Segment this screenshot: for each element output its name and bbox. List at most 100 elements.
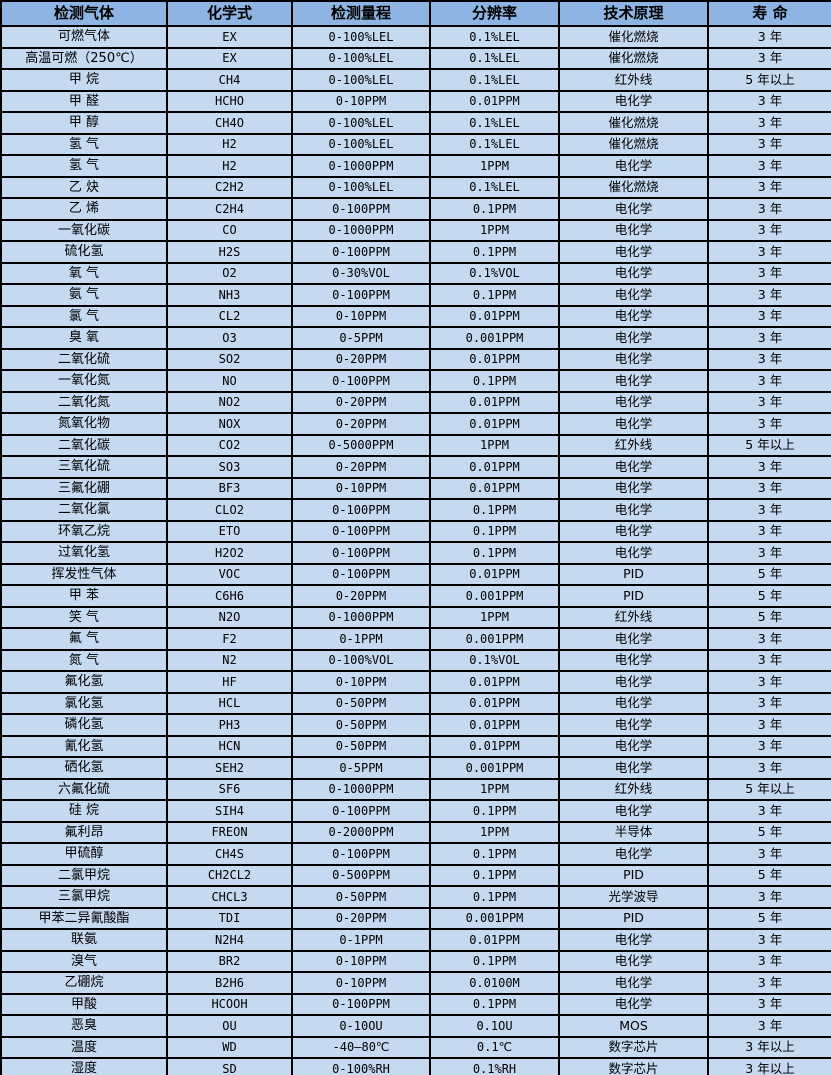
cell-range: 0-500PPM xyxy=(291,863,430,886)
table-row: 二氧化氮 NO2 0-20PPM 0.01PPM 电化学 3 年 xyxy=(0,390,831,413)
cell-resolution: 0.1PPM xyxy=(429,240,559,263)
cell-formula: BF3 xyxy=(166,476,292,499)
cell-gas: 过氧化氢 xyxy=(0,541,167,564)
header-formula: 化学式 xyxy=(166,0,292,26)
cell-resolution: 0.01PPM xyxy=(429,455,559,478)
cell-range: 0-100PPM xyxy=(291,799,430,822)
cell-lifespan: 5 年以上 xyxy=(707,777,831,800)
cell-range: 0-20PPM xyxy=(291,390,430,413)
cell-principle: 电化学 xyxy=(558,734,708,757)
cell-range: 0-20PPM xyxy=(291,455,430,478)
cell-formula: OU xyxy=(166,1014,292,1037)
table-row: 氟利昂 FREON 0-2000PPM 1PPM 半导体 5 年 xyxy=(0,820,831,843)
cell-principle: 电化学 xyxy=(558,304,708,327)
cell-principle: 电化学 xyxy=(558,390,708,413)
cell-gas: 一氧化碳 xyxy=(0,218,167,241)
cell-range: 0-100PPM xyxy=(291,842,430,865)
cell-resolution: 0.001PPM xyxy=(429,627,559,650)
cell-gas: 湿度 xyxy=(0,1057,167,1075)
cell-principle: 电化学 xyxy=(558,648,708,671)
cell-principle: 电化学 xyxy=(558,928,708,951)
cell-resolution: 0.01PPM xyxy=(429,562,559,585)
table-row: 氮 气 N2 0-100%VOL 0.1%VOL 电化学 3 年 xyxy=(0,648,831,671)
cell-gas: 二氧化氯 xyxy=(0,498,167,521)
cell-formula: CH4S xyxy=(166,842,292,865)
cell-principle: 催化燃烧 xyxy=(558,46,708,69)
cell-lifespan: 3 年 xyxy=(707,154,831,177)
cell-gas: 氟利昂 xyxy=(0,820,167,843)
cell-formula: N2 xyxy=(166,648,292,671)
cell-resolution: 1PPM xyxy=(429,218,559,241)
table-row: 甲硫醇 CH4S 0-100PPM 0.1PPM 电化学 3 年 xyxy=(0,842,831,865)
cell-gas: 乙 烯 xyxy=(0,197,167,220)
cell-formula: SD xyxy=(166,1057,292,1075)
cell-lifespan: 3 年 xyxy=(707,218,831,241)
cell-gas: 乙 炔 xyxy=(0,175,167,198)
table-row: 氧 气 O2 0-30%VOL 0.1%VOL 电化学 3 年 xyxy=(0,261,831,284)
cell-range: 0-10PPM xyxy=(291,949,430,972)
cell-resolution: 1PPM xyxy=(429,433,559,456)
table-row: 磷化氢 PH3 0-50PPM 0.01PPM 电化学 3 年 xyxy=(0,713,831,736)
cell-resolution: 1PPM xyxy=(429,605,559,628)
cell-principle: MOS xyxy=(558,1014,708,1037)
header-range: 检测量程 xyxy=(291,0,430,26)
cell-resolution: 0.1PPM xyxy=(429,863,559,886)
table-row: 六氟化硫 SF6 0-1000PPM 1PPM 红外线 5 年以上 xyxy=(0,777,831,800)
cell-principle: 电化学 xyxy=(558,197,708,220)
cell-range: 0-100%LEL xyxy=(291,68,430,91)
cell-range: 0-1000PPM xyxy=(291,605,430,628)
cell-resolution: 1PPM xyxy=(429,777,559,800)
cell-formula: WD xyxy=(166,1035,292,1058)
cell-lifespan: 3 年 xyxy=(707,455,831,478)
cell-resolution: 0.0100M xyxy=(429,971,559,994)
cell-principle: 催化燃烧 xyxy=(558,25,708,48)
cell-range: 0-5PPM xyxy=(291,326,430,349)
cell-lifespan: 3 年 xyxy=(707,1014,831,1037)
cell-gas: 环氧乙烷 xyxy=(0,519,167,542)
cell-range: 0-100%RH xyxy=(291,1057,430,1075)
cell-gas: 高温可燃（250℃） xyxy=(0,46,167,69)
cell-lifespan: 3 年 xyxy=(707,992,831,1015)
cell-gas: 溴气 xyxy=(0,949,167,972)
cell-lifespan: 3 年 xyxy=(707,175,831,198)
cell-principle: 电化学 xyxy=(558,756,708,779)
cell-lifespan: 3 年 xyxy=(707,734,831,757)
cell-range: 0-10PPM xyxy=(291,670,430,693)
cell-principle: 电化学 xyxy=(558,412,708,435)
cell-formula: HCN xyxy=(166,734,292,757)
cell-gas: 挥发性气体 xyxy=(0,562,167,585)
cell-resolution: 0.1OU xyxy=(429,1014,559,1037)
cell-lifespan: 3 年 xyxy=(707,842,831,865)
cell-resolution: 0.1%LEL xyxy=(429,25,559,48)
table-row: 氟化氢 HF 0-10PPM 0.01PPM 电化学 3 年 xyxy=(0,670,831,693)
cell-range: 0-10PPM xyxy=(291,476,430,499)
cell-resolution: 0.01PPM xyxy=(429,390,559,413)
cell-lifespan: 3 年 xyxy=(707,261,831,284)
cell-formula: CH2CL2 xyxy=(166,863,292,886)
cell-formula: HF xyxy=(166,670,292,693)
cell-formula: CO xyxy=(166,218,292,241)
cell-gas: 氟化氢 xyxy=(0,670,167,693)
table-row: 二氯甲烷 CH2CL2 0-500PPM 0.1PPM PID 5 年 xyxy=(0,863,831,886)
cell-gas: 可燃气体 xyxy=(0,25,167,48)
cell-range: 0-20PPM xyxy=(291,584,430,607)
cell-range: 0-1000PPM xyxy=(291,154,430,177)
header-principle: 技术原理 xyxy=(558,0,708,26)
cell-resolution: 0.1PPM xyxy=(429,498,559,521)
cell-gas: 氟 气 xyxy=(0,627,167,650)
cell-lifespan: 3 年 xyxy=(707,476,831,499)
cell-range: -40—80℃ xyxy=(291,1035,430,1058)
cell-resolution: 0.1PPM xyxy=(429,283,559,306)
cell-resolution: 0.001PPM xyxy=(429,906,559,929)
cell-principle: PID xyxy=(558,863,708,886)
cell-formula: PH3 xyxy=(166,713,292,736)
cell-range: 0-20PPM xyxy=(291,347,430,370)
table-row: 高温可燃（250℃） EX 0-100%LEL 0.1%LEL 催化燃烧 3 年 xyxy=(0,46,831,69)
cell-range: 0-100PPM xyxy=(291,197,430,220)
table-row: 氯 气 CL2 0-10PPM 0.01PPM 电化学 3 年 xyxy=(0,304,831,327)
table-row: 臭 氧 O3 0-5PPM 0.001PPM 电化学 3 年 xyxy=(0,326,831,349)
cell-gas: 六氟化硫 xyxy=(0,777,167,800)
cell-gas: 氢 气 xyxy=(0,132,167,155)
cell-principle: 电化学 xyxy=(558,347,708,370)
